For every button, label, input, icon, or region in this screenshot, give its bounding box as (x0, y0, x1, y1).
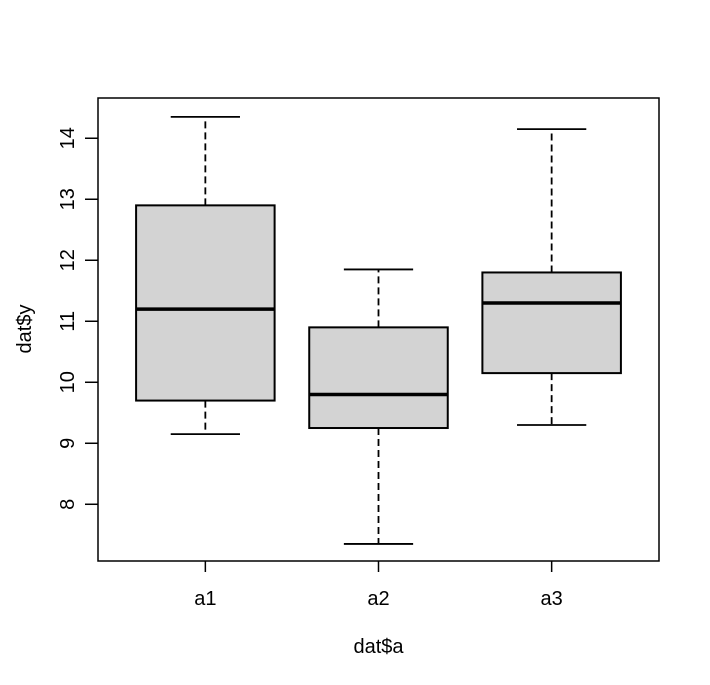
plot-area: 8 9 10 11 12 13 14 a1 a2 a3 (57, 97, 660, 610)
y-tick-label-10: 10 (57, 371, 79, 393)
plot-frame (97, 97, 660, 562)
x-tick-label-a3: a3 (541, 588, 563, 610)
x-axis-title: dat$a (353, 636, 404, 658)
box-a2 (308, 326, 449, 430)
x-tick-label-a1: a1 (194, 588, 216, 610)
y-tick-label-8: 8 (57, 499, 79, 510)
box-a1 (135, 204, 276, 402)
box-a3 (481, 271, 622, 375)
y-axis-title: dat$y (14, 305, 36, 354)
y-tick-label-9: 9 (57, 438, 79, 449)
y-tick-label-14: 14 (57, 127, 79, 149)
x-tick-label-a2: a2 (367, 588, 389, 610)
y-tick-label-11: 11 (57, 311, 79, 332)
y-tick-label-13: 13 (57, 188, 79, 210)
y-tick-label-12: 12 (57, 249, 79, 271)
